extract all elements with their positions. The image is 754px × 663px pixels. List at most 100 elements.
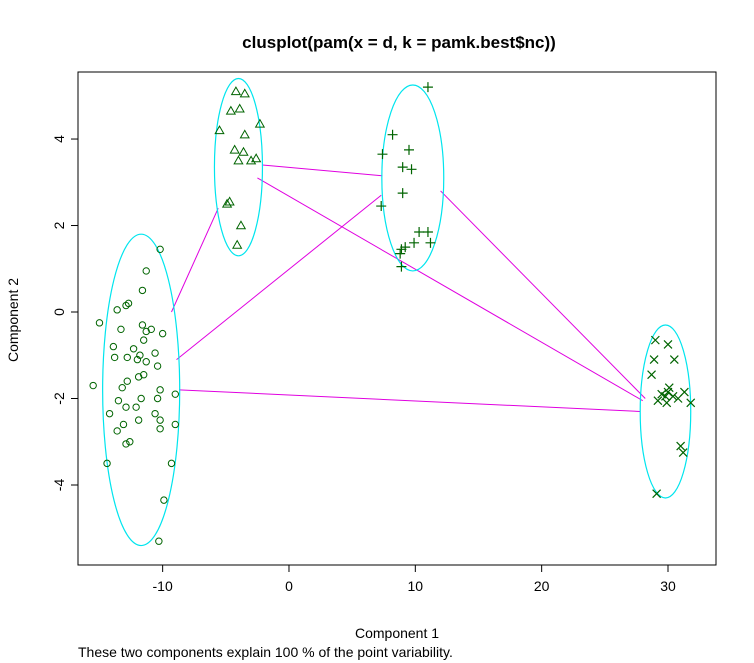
cluster-1-point xyxy=(123,353,131,362)
cluster-3-point xyxy=(414,227,425,238)
cluster-3-point xyxy=(422,227,433,238)
cluster-2-point xyxy=(225,105,237,115)
cluster-2-point xyxy=(214,125,225,135)
cluster-1-point xyxy=(123,377,131,385)
cluster-1-point xyxy=(139,336,148,344)
cluster-1-point xyxy=(155,537,163,545)
cluster-1-point xyxy=(171,390,179,398)
cluster-1-point xyxy=(167,459,176,468)
cluster-1-point xyxy=(117,325,125,334)
cluster-1-point xyxy=(142,358,150,366)
cluster-1-point xyxy=(142,267,150,275)
cluster-1-point xyxy=(153,362,162,370)
x-tick-label: 0 xyxy=(285,578,293,594)
cluster-1-point xyxy=(156,416,164,424)
cluster-1-point xyxy=(151,409,159,418)
connector-line-2-4 xyxy=(257,177,643,402)
y-tick-label: 0 xyxy=(51,308,67,316)
cluster-1-point xyxy=(134,373,143,381)
cluster-1-point xyxy=(138,286,147,295)
cluster-3-point xyxy=(397,188,408,199)
cluster-3-point xyxy=(376,201,387,212)
cluster-3-point xyxy=(396,244,407,255)
cluster-4-point xyxy=(669,355,679,365)
cluster-1-point xyxy=(122,403,130,411)
cluster-2-point xyxy=(245,155,257,165)
cluster-2-point xyxy=(235,220,247,230)
cluster-4-point xyxy=(657,389,667,399)
cluster-3-point xyxy=(404,144,415,155)
x-axis-label: Component 1 xyxy=(355,625,439,641)
connector-line-1-4 xyxy=(179,389,641,412)
cluster-ellipse-1 xyxy=(102,233,181,547)
cluster-1-point xyxy=(89,381,97,390)
cluster-1-point xyxy=(132,403,140,411)
cluster-1-point xyxy=(122,301,130,310)
y-tick-label: -2 xyxy=(51,392,67,405)
connector-line-1-2 xyxy=(171,208,219,313)
cluster-1-point xyxy=(126,438,134,446)
x-axis: -10 0 10 20 30 xyxy=(153,565,676,594)
cluster-1-point xyxy=(147,325,155,334)
cluster-1-point xyxy=(160,496,168,504)
cluster-1-point xyxy=(109,342,118,351)
cluster-1-point xyxy=(103,459,111,468)
cluster-4-point xyxy=(673,394,683,403)
cluster-1-point xyxy=(110,353,119,362)
cluster-2-point xyxy=(233,155,244,165)
y-axis-label: Component 2 xyxy=(5,278,21,362)
cluster-1-point xyxy=(137,394,145,403)
cluster-1-point xyxy=(171,420,179,429)
cluster-3-point xyxy=(397,162,408,173)
cluster-2-point xyxy=(234,103,245,113)
cluster-3-point xyxy=(425,237,436,248)
cluster-3-point xyxy=(406,164,417,175)
cluster-points xyxy=(89,82,696,545)
cluster-1-point xyxy=(119,420,128,429)
cluster-ellipses xyxy=(102,77,692,547)
cluster-4-point xyxy=(662,398,672,408)
cluster-2-point xyxy=(238,146,249,156)
cluster-1-point xyxy=(153,394,162,403)
chart-title: clusplot(pam(x = d, k = pamk.best$nc)) xyxy=(242,33,556,52)
cluster-1-point xyxy=(95,319,104,327)
connector-line-1-3 xyxy=(176,194,382,360)
y-tick-label: 2 xyxy=(51,221,67,229)
cluster-1-point xyxy=(156,245,164,254)
cluster-1-point xyxy=(113,427,121,435)
cluster-1-point xyxy=(105,409,114,418)
cluster-4-point xyxy=(663,340,673,349)
cluster-3-point xyxy=(396,261,407,272)
cluster-1-point xyxy=(156,386,164,394)
y-tick-label: 4 xyxy=(51,135,67,143)
cluster-3-point xyxy=(377,149,388,160)
cluster-1-point xyxy=(118,383,126,392)
cluster-2-point xyxy=(250,153,262,163)
x-tick-label: 20 xyxy=(534,578,550,594)
cluster-3-point xyxy=(422,82,433,93)
cluster-3-point xyxy=(409,237,420,248)
cluster-ellipse-4 xyxy=(639,324,692,499)
connector-line-2-3 xyxy=(262,164,383,177)
cluster-4-point xyxy=(686,398,696,408)
cluster-ellipse-2 xyxy=(213,77,264,257)
cluster-1-point xyxy=(151,349,159,357)
cluster-1-point xyxy=(142,327,150,336)
cluster-1-point xyxy=(156,425,164,433)
cluster-1-point xyxy=(124,299,133,308)
x-tick-label: -10 xyxy=(153,578,173,594)
cluster-1-point xyxy=(122,440,130,448)
connector-lines xyxy=(171,164,646,412)
cluster-1-point xyxy=(114,396,123,405)
cluster-2-point xyxy=(254,118,266,128)
cluster-1-point xyxy=(158,329,167,338)
x-tick-label: 10 xyxy=(408,578,424,594)
cluster-2-point xyxy=(232,239,243,249)
cluster-4-point xyxy=(678,448,688,457)
cluster-3-point xyxy=(387,129,398,140)
x-tick-label: 30 xyxy=(660,578,676,594)
cluster-1-point xyxy=(134,416,143,424)
cluster-2-point xyxy=(239,129,250,139)
cluster-1-point xyxy=(138,321,147,329)
